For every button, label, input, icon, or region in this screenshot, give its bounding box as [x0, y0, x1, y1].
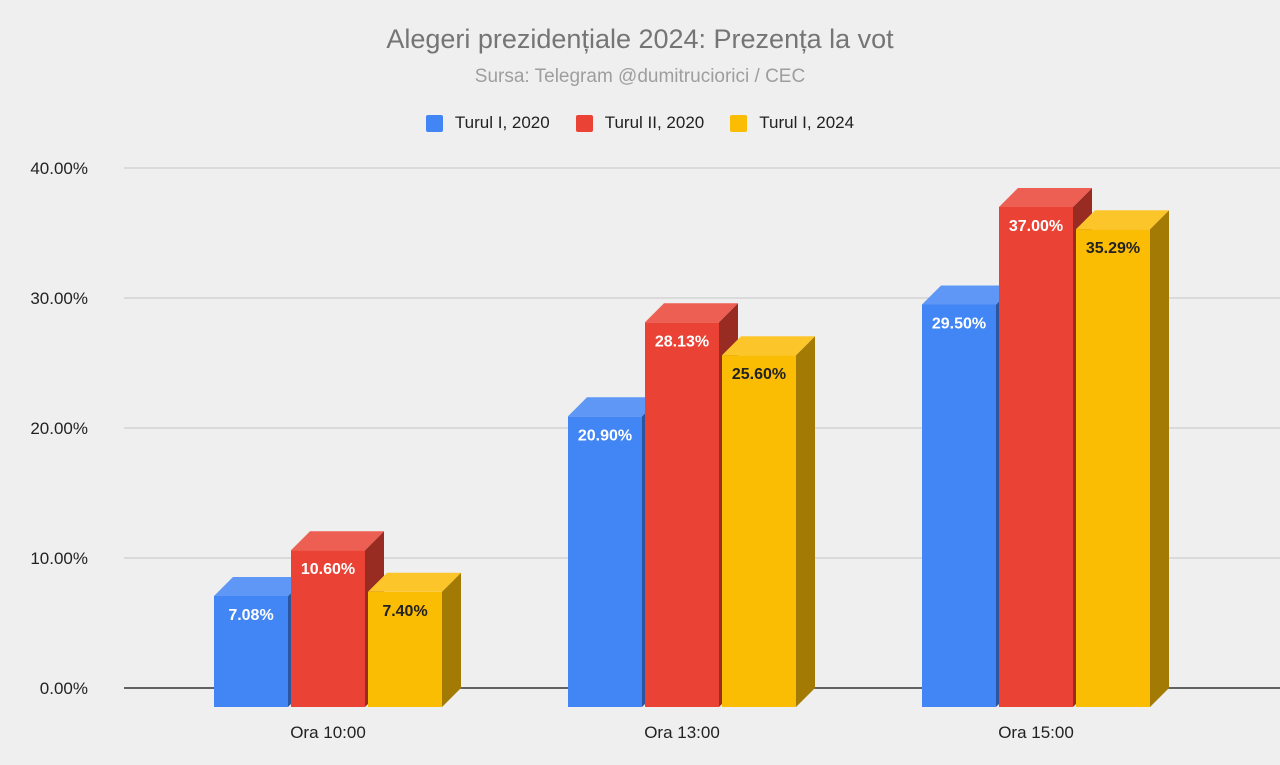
legend-label-2: Turul I, 2024 — [759, 113, 855, 132]
bar-side — [796, 336, 815, 707]
bar-top — [722, 336, 815, 356]
y-tick-label: 40.00% — [30, 159, 88, 178]
bar-front — [214, 595, 288, 707]
y-tick-label: 10.00% — [30, 549, 88, 568]
data-label: 25.60% — [732, 366, 786, 383]
bar-top — [999, 188, 1092, 207]
legend-item-series-0: Turul I, 2020 — [425, 113, 550, 133]
bar-side — [1150, 210, 1169, 708]
bar-top — [645, 303, 738, 323]
bar-front — [722, 355, 796, 707]
legend: Turul I, 2020 Turul II, 2020 Turul I, 20… — [0, 113, 1280, 133]
y-tick-label: 20.00% — [30, 419, 88, 438]
bar-side — [442, 572, 461, 707]
y-tick-label: 0.00% — [40, 679, 88, 698]
bar-front — [291, 550, 365, 707]
bar — [722, 336, 815, 707]
bar-front — [999, 207, 1073, 707]
x-category-label: Ora 13:00 — [644, 723, 720, 742]
bar-top — [214, 576, 307, 596]
legend-item-series-1: Turul II, 2020 — [575, 113, 705, 133]
data-label: 28.13% — [655, 333, 709, 350]
bar-front — [368, 591, 442, 707]
legend-label-1: Turul II, 2020 — [604, 113, 705, 132]
legend-label-0: Turul I, 2020 — [454, 113, 550, 132]
legend-swatch-1 — [575, 114, 593, 132]
bar-top — [368, 572, 461, 592]
legend-item-series-2: Turul I, 2024 — [730, 113, 854, 133]
y-tick-label: 30.00% — [30, 289, 88, 308]
x-category-label: Ora 10:00 — [290, 723, 366, 742]
bar-top — [1076, 210, 1169, 230]
data-label: 10.60% — [301, 561, 355, 578]
bar-front — [568, 416, 642, 707]
data-label: 29.50% — [932, 316, 986, 333]
bar-front — [922, 304, 996, 707]
chart-title: Alegeri prezidențiale 2024: Prezența la … — [386, 24, 894, 54]
data-label: 7.40% — [382, 603, 427, 620]
chart-subtitle: Sursa: Telegram @dumitruciorici / CEC — [474, 66, 806, 87]
bar-top — [568, 397, 661, 417]
bar — [368, 572, 461, 707]
data-label: 7.08% — [228, 607, 273, 624]
legend-swatch-2 — [730, 114, 748, 132]
bar — [1076, 210, 1169, 708]
bar-top — [291, 531, 384, 551]
data-label: 37.00% — [1009, 218, 1063, 235]
bar-top — [922, 285, 1015, 305]
legend-swatch-0 — [425, 114, 443, 132]
bar-front — [1076, 229, 1150, 708]
data-label: 20.90% — [578, 427, 632, 444]
bar-front — [645, 322, 719, 707]
x-category-label: Ora 15:00 — [998, 723, 1074, 742]
data-label: 35.29% — [1086, 240, 1140, 257]
